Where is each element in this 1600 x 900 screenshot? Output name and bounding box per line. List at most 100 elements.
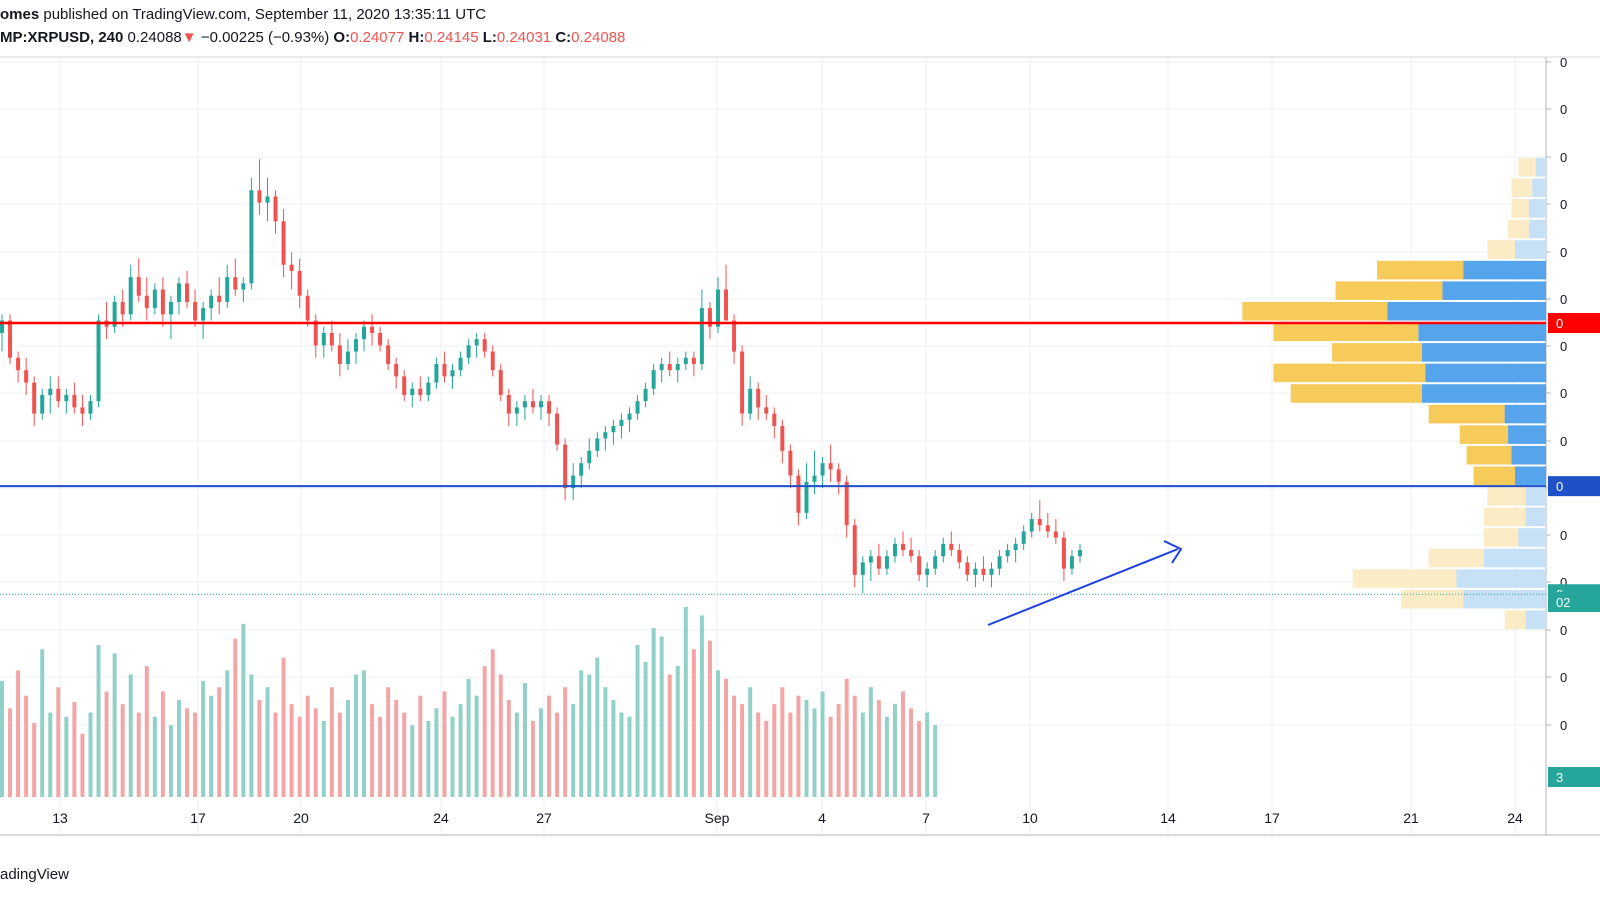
candle-body — [675, 363, 680, 371]
candle-body — [185, 283, 190, 302]
symbol-info-bar: MP:XRPUSD, 240 0.24088▼ −0.00225 (−0.93%… — [0, 29, 625, 46]
volume-profile-up-bar — [1504, 610, 1526, 629]
price-badge — [1548, 476, 1600, 497]
candle-body — [426, 382, 431, 395]
volume-profile-down-bar — [1525, 507, 1546, 527]
candle-body — [691, 357, 696, 364]
volume-bar — [555, 712, 560, 797]
volume-bar — [281, 657, 286, 797]
volume-bar — [498, 674, 503, 797]
open-value: 0.24077 — [350, 29, 405, 46]
volume-profile-up-bar — [1428, 548, 1484, 568]
volume-profile-up-bar — [1273, 363, 1426, 383]
candle-body — [949, 543, 954, 551]
volume-bar — [474, 695, 479, 797]
volume-bar — [217, 687, 222, 797]
volume-bar — [748, 687, 753, 797]
volume-bar — [699, 615, 704, 797]
volume-profile-down-bar — [1442, 281, 1546, 300]
candle-body — [225, 277, 230, 302]
x-tick-label: 20 — [293, 810, 309, 826]
y-tick-label: 0 — [1560, 718, 1567, 733]
y-tick-label: 0 — [1560, 386, 1567, 401]
candle-body — [772, 413, 777, 426]
volume-bar — [442, 691, 447, 797]
candle-body — [337, 345, 342, 364]
candle-body — [925, 568, 930, 575]
candle-body — [876, 556, 881, 569]
candle-body — [402, 376, 407, 395]
volume-bar — [836, 704, 841, 797]
x-tick-label: 17 — [1264, 810, 1280, 826]
change-arrow-icon: ▼ — [181, 29, 197, 46]
volume-bar — [514, 712, 519, 797]
volume-profile-down-bar — [1528, 219, 1546, 239]
volume-bar — [635, 645, 640, 797]
candle-body — [233, 277, 238, 290]
volume-bar — [144, 666, 149, 797]
candle-body — [788, 450, 793, 476]
candle-body — [724, 289, 729, 321]
volume-profile-up-bar — [1376, 260, 1464, 280]
trend-arrow-line — [987, 548, 1179, 626]
candle-body — [539, 401, 543, 408]
volume-profile-down-bar — [1483, 548, 1546, 568]
volume-bar — [128, 674, 133, 797]
volume-bar — [884, 716, 889, 797]
volume-bar — [225, 670, 230, 797]
volume-bar — [651, 628, 656, 797]
volume-profile-up-bar — [1508, 219, 1529, 239]
volume-profile — [1242, 158, 1546, 629]
volume-bar — [715, 670, 720, 797]
volume-bar — [764, 721, 769, 797]
price-axis[interactable]: 000000000000000000023 — [1546, 55, 1600, 787]
volume-profile-down-bar — [1504, 404, 1546, 424]
volume-bar — [16, 670, 21, 797]
candle-body — [32, 382, 37, 414]
candle-body — [120, 301, 125, 315]
volume-bar — [820, 691, 825, 797]
candle-body — [474, 339, 479, 346]
volume-profile-down-bar — [1425, 363, 1546, 383]
volume-bar — [32, 723, 37, 797]
candle-body — [257, 190, 262, 203]
candle-body — [884, 556, 889, 569]
volume-bar — [876, 699, 881, 797]
candle-body — [72, 394, 77, 408]
candle-body — [836, 469, 841, 482]
candle-body — [901, 543, 906, 551]
candle-body — [917, 556, 922, 575]
candle-body — [683, 357, 688, 364]
x-tick-label: 24 — [433, 810, 449, 826]
volume-bar — [289, 704, 294, 797]
volume-profile-down-bar — [1528, 199, 1546, 218]
candle-body — [442, 363, 447, 377]
volume-bar — [860, 712, 865, 797]
y-tick-label: 0 — [1560, 434, 1567, 449]
volume-profile-down-bar — [1387, 301, 1546, 321]
candle-body — [973, 568, 978, 575]
high-value: 0.24145 — [424, 29, 479, 46]
time-axis[interactable]: 13 17 20 24 27 Sep 4 7 10 14 17 21 24 — [52, 810, 1523, 826]
candle-body — [450, 370, 455, 377]
volume-profile-down-bar — [1508, 425, 1546, 444]
candle-body — [394, 363, 399, 377]
candle-body — [96, 320, 101, 402]
price-badge — [1548, 313, 1600, 334]
candle-body — [498, 370, 503, 395]
low-label: L: — [482, 29, 497, 46]
candle-body — [643, 388, 648, 402]
y-tick-label: 0 — [1560, 623, 1567, 638]
volume-bar — [0, 680, 4, 797]
trend-arrow-head — [1163, 540, 1183, 564]
y-tick-label: 0 — [1560, 528, 1567, 543]
volume-bar — [450, 716, 455, 797]
volume-bar — [362, 670, 367, 797]
volume-bar — [804, 699, 809, 797]
volume-bar — [707, 640, 712, 797]
candle-body — [136, 277, 141, 296]
volume-profile-up-bar — [1290, 384, 1422, 403]
volume-bar — [265, 687, 270, 797]
volume-bar — [675, 666, 680, 797]
